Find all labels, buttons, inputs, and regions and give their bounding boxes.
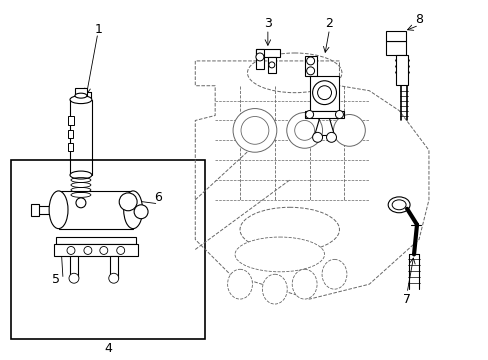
Bar bbox=[11, 160, 205, 339]
Ellipse shape bbox=[70, 171, 92, 179]
Ellipse shape bbox=[123, 191, 142, 229]
Circle shape bbox=[76, 198, 86, 208]
Circle shape bbox=[67, 247, 75, 255]
Ellipse shape bbox=[70, 96, 92, 104]
Circle shape bbox=[233, 109, 276, 152]
Ellipse shape bbox=[227, 269, 252, 299]
Bar bbox=[255, 49, 279, 57]
Bar bbox=[386, 41, 405, 55]
Circle shape bbox=[333, 114, 365, 146]
Ellipse shape bbox=[322, 260, 346, 289]
Ellipse shape bbox=[292, 269, 316, 299]
Text: 1: 1 bbox=[95, 23, 102, 36]
Bar bbox=[75, 88, 87, 96]
Circle shape bbox=[312, 132, 322, 142]
Circle shape bbox=[100, 247, 107, 255]
Bar bbox=[395, 55, 407, 85]
Bar bbox=[70, 256, 78, 278]
Bar bbox=[68, 116, 74, 125]
Ellipse shape bbox=[49, 191, 68, 229]
Text: 6: 6 bbox=[154, 192, 162, 204]
Text: 8: 8 bbox=[414, 13, 422, 26]
Bar bbox=[255, 49, 264, 69]
Bar bbox=[309, 76, 339, 111]
Ellipse shape bbox=[75, 93, 87, 98]
Ellipse shape bbox=[240, 207, 339, 252]
Text: 3: 3 bbox=[264, 17, 271, 30]
Text: 2: 2 bbox=[325, 17, 333, 30]
Circle shape bbox=[305, 111, 313, 118]
Circle shape bbox=[312, 81, 336, 105]
Circle shape bbox=[134, 205, 148, 219]
Circle shape bbox=[268, 62, 274, 68]
Circle shape bbox=[286, 113, 322, 148]
Circle shape bbox=[84, 247, 92, 255]
Circle shape bbox=[306, 67, 314, 75]
Bar bbox=[304, 111, 344, 118]
Bar bbox=[54, 244, 137, 256]
Ellipse shape bbox=[247, 53, 341, 93]
Bar bbox=[56, 237, 135, 244]
Circle shape bbox=[119, 193, 137, 211]
Circle shape bbox=[326, 132, 336, 142]
Circle shape bbox=[335, 111, 343, 118]
Ellipse shape bbox=[387, 197, 409, 213]
Bar bbox=[109, 256, 118, 278]
Circle shape bbox=[255, 53, 264, 61]
Circle shape bbox=[108, 273, 119, 283]
Ellipse shape bbox=[235, 237, 324, 272]
Bar bbox=[304, 56, 316, 76]
Circle shape bbox=[117, 247, 124, 255]
Circle shape bbox=[306, 57, 314, 65]
Bar bbox=[68, 143, 73, 151]
Text: 5: 5 bbox=[52, 273, 60, 286]
Bar bbox=[31, 204, 39, 216]
Circle shape bbox=[69, 273, 79, 283]
Bar bbox=[386, 31, 405, 41]
Text: 4: 4 bbox=[104, 342, 112, 355]
Text: 7: 7 bbox=[402, 293, 410, 306]
Bar bbox=[68, 130, 73, 138]
Ellipse shape bbox=[262, 274, 286, 304]
Bar bbox=[267, 57, 275, 73]
